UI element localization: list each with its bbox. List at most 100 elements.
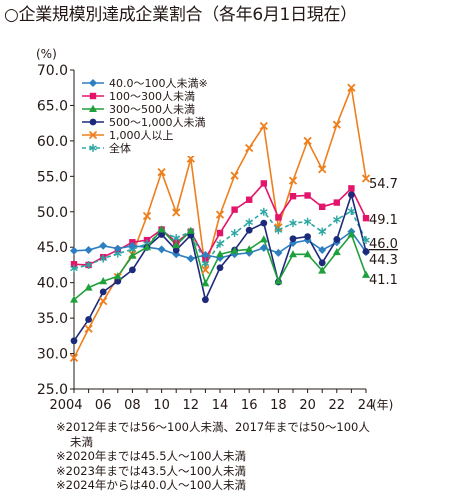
data-point-x	[245, 143, 254, 153]
data-point-circle	[333, 236, 341, 243]
y-tick-label: 70.0	[37, 63, 68, 79]
data-point-asterisk	[347, 207, 356, 216]
data-point-circle	[318, 259, 326, 267]
data-point-asterisk	[84, 260, 93, 269]
data-point-x	[230, 171, 239, 180]
data-point-circle	[245, 226, 253, 234]
data-point-square	[231, 206, 238, 213]
data-point-diamond	[128, 241, 137, 250]
data-point-asterisk	[318, 227, 327, 236]
data-point-triangle	[362, 270, 370, 278]
legend-entry-label: 全体	[109, 141, 131, 155]
y-tick-label: 50.0	[37, 205, 68, 221]
data-point-x	[157, 167, 166, 177]
data-point-triangle	[89, 104, 97, 112]
data-point-triangle	[216, 250, 224, 258]
data-point-triangle	[289, 250, 297, 258]
data-point-triangle	[113, 272, 122, 280]
data-point-square	[260, 180, 267, 187]
data-point-x	[259, 121, 268, 131]
data-point-square	[289, 192, 297, 200]
data-point-x	[347, 83, 356, 92]
y-tick-label: 55.0	[37, 169, 68, 185]
data-point-square	[319, 203, 326, 211]
y-tick-label: 25.0	[37, 382, 68, 398]
data-point-square	[362, 214, 370, 222]
y-tick-label: 35.0	[37, 311, 68, 327]
page-title: ○企業規模別達成企業割合（各年6月1日現在）	[4, 5, 357, 25]
data-point-diamond	[89, 79, 97, 87]
data-point-triangle	[303, 250, 312, 258]
data-point-circle	[129, 266, 136, 274]
y-axis-label: (%)	[36, 47, 57, 61]
data-point-x	[88, 130, 98, 140]
y-tick-label: 30.0	[37, 347, 68, 363]
data-point-circle	[348, 191, 355, 199]
y-tick-label: 65.0	[37, 98, 68, 114]
data-point-diamond	[113, 244, 122, 253]
data-point-asterisk	[289, 219, 297, 228]
data-point-circle	[362, 248, 370, 255]
x-tick-label: 06	[95, 398, 112, 413]
data-point-square	[216, 229, 224, 237]
data-point-asterisk	[274, 226, 283, 235]
data-point-asterisk	[245, 218, 254, 227]
data-point-circle	[70, 337, 78, 345]
data-point-circle	[216, 264, 224, 272]
legend-entry-label: 40.0～100人未満※	[109, 77, 208, 90]
data-point-x	[318, 165, 327, 174]
data-point-triangle	[274, 277, 283, 285]
data-point-diamond	[318, 246, 327, 255]
data-point-x	[142, 211, 152, 221]
data-point-diamond	[201, 251, 210, 260]
data-point-triangle	[347, 230, 356, 238]
data-point-circle	[114, 277, 122, 285]
line-chart: 25.0 30.0 35.0 40.0 45.0 50.0 55.0 60.0 65.0 70.0…	[36, 47, 398, 413]
data-point-square	[304, 192, 311, 199]
data-point-circle	[304, 233, 311, 240]
chart-axes	[70, 69, 367, 393]
data-point-circle	[260, 219, 268, 227]
data-point-circle	[172, 246, 180, 254]
data-point-circle	[202, 296, 209, 304]
data-point-triangle	[186, 226, 195, 234]
legend-entry-label: 1,000人以上	[109, 129, 174, 142]
data-point-circle	[99, 288, 107, 296]
data-point-triangle	[84, 283, 93, 291]
data-point-square	[70, 261, 78, 268]
end-value-label: 49.1	[369, 213, 398, 228]
y-tick-label: 45.0	[37, 240, 68, 256]
data-point-x	[201, 265, 210, 275]
data-point-triangle	[318, 266, 327, 274]
data-point-asterisk	[362, 236, 370, 245]
data-point-triangle	[259, 235, 268, 243]
data-point-triangle	[201, 279, 210, 287]
data-point-circle	[289, 235, 297, 243]
x-tick-label: 10	[153, 398, 170, 413]
data-point-circle	[89, 118, 97, 126]
x-tick-label: 16	[241, 398, 258, 413]
x-tick-label: 22	[329, 398, 346, 413]
legend-background	[79, 73, 214, 156]
footnote: 未満	[70, 434, 93, 449]
data-point-triangle	[332, 247, 341, 256]
footnote: ※2024年からは40.0人～100人未満	[56, 478, 246, 493]
footnote: ※2023年までは43.5人～100人未満	[56, 463, 246, 478]
end-value-label: 41.1	[369, 273, 398, 288]
y-tick-label: 40.0	[37, 276, 68, 292]
data-point-triangle	[99, 277, 108, 285]
data-point-square	[275, 214, 282, 221]
x-tick-label: 14	[212, 398, 229, 413]
data-point-triangle	[172, 240, 181, 249]
end-value-label: 44.3	[369, 253, 398, 268]
data-point-diamond	[274, 248, 283, 257]
data-point-x	[303, 136, 312, 146]
x-axis-unit-label: (年)	[372, 398, 393, 412]
data-point-asterisk	[89, 144, 97, 152]
data-point-x	[288, 176, 298, 185]
data-point-asterisk	[303, 217, 312, 226]
data-point-asterisk	[259, 207, 268, 216]
series-line	[73, 210, 367, 270]
data-point-square	[246, 196, 253, 203]
footnotes: ※2012年までは56～100人未満、2017年までは50～100人 未満 ※2…	[56, 420, 370, 493]
